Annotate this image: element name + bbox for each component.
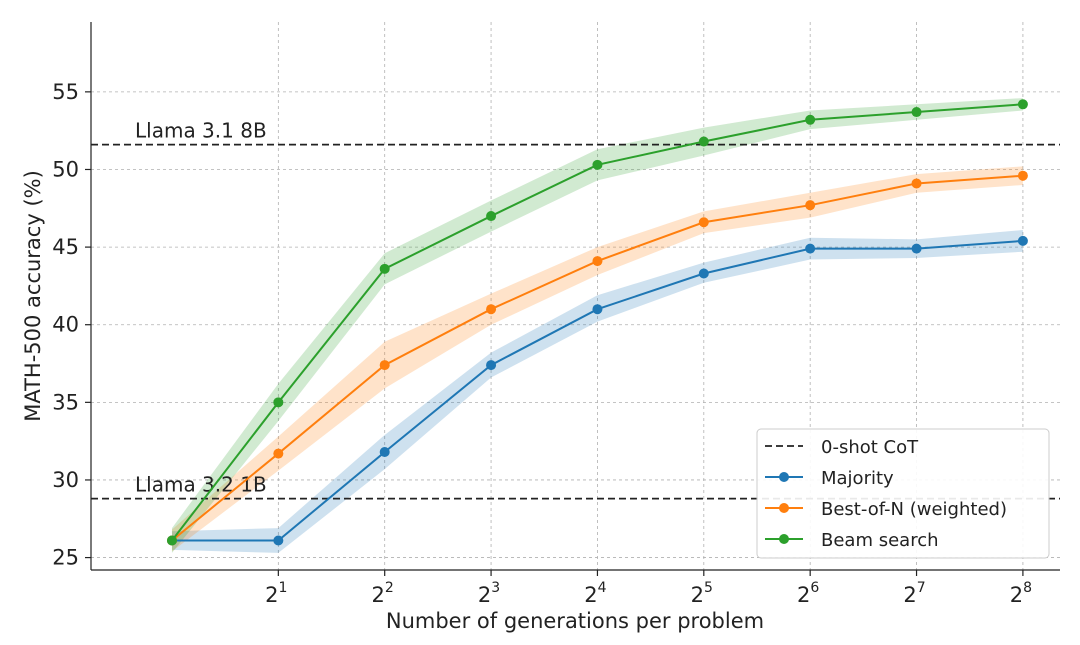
x-tick-label: 22 — [372, 580, 394, 607]
x-tick-base: 2 — [903, 583, 916, 607]
data-point-beam-search — [486, 211, 497, 222]
legend-label-beam-search: Beam search — [821, 530, 939, 551]
x-tick-exponent: 3 — [491, 580, 500, 596]
x-tick-exponent: 1 — [279, 580, 288, 596]
data-point-beam-search — [166, 535, 177, 546]
confidence-bands — [171, 98, 1023, 553]
x-tick-base: 2 — [1010, 583, 1023, 607]
legend-label-majority: Majority — [821, 468, 894, 489]
data-point-beam-search — [592, 159, 603, 170]
x-tick-exponent: 2 — [385, 580, 394, 596]
legend: 0-shot CoT Majority Best-of-N (weighted) Be… — [756, 428, 1050, 559]
x-tick-label: 28 — [1010, 580, 1032, 607]
legend-label-0-shot-cot: 0-shot CoT — [821, 437, 919, 458]
data-point-majority — [379, 447, 390, 458]
x-tick-base: 2 — [372, 583, 385, 607]
data-point-best-of-n-weighted — [273, 448, 284, 459]
x-tick-base: 2 — [478, 583, 491, 607]
data-point-best-of-n-weighted — [805, 200, 816, 211]
x-tick-label: 24 — [584, 580, 606, 607]
y-axis-title: MATH-500 accuracy (%) — [21, 170, 45, 422]
data-point-majority — [486, 360, 497, 371]
data-point-beam-search — [911, 107, 922, 118]
data-point-best-of-n-weighted — [911, 178, 922, 189]
data-point-best-of-n-weighted — [1017, 170, 1028, 181]
data-point-majority — [698, 268, 709, 279]
data-point-best-of-n-weighted — [379, 360, 390, 371]
series-lines — [166, 99, 1028, 546]
data-point-beam-search — [1017, 99, 1028, 110]
legend-box — [756, 428, 1050, 559]
band-beam-search — [171, 98, 1023, 553]
x-tick-exponent: 6 — [810, 580, 819, 596]
x-tick-base: 2 — [265, 583, 278, 607]
data-point-best-of-n-weighted — [486, 304, 497, 315]
x-tick-exponent: 5 — [704, 580, 713, 596]
y-tick-label: 50 — [52, 157, 79, 181]
axes — [90, 22, 1060, 571]
x-axis-title: Number of generations per problem — [386, 609, 764, 633]
x-tick-label: 25 — [691, 580, 713, 607]
data-point-majority — [1017, 235, 1028, 246]
legend-marker-beam-search — [779, 534, 789, 544]
reference-line-label: Llama 3.1 8B — [135, 119, 267, 143]
data-point-best-of-n-weighted — [698, 217, 709, 228]
y-tick-label: 25 — [52, 546, 79, 570]
x-tick-label: 23 — [478, 580, 500, 607]
x-tick-base: 2 — [797, 583, 810, 607]
legend-marker-best-of-n-weighted — [779, 503, 789, 513]
y-tick-label: 40 — [52, 313, 79, 337]
x-tick-base: 2 — [691, 583, 704, 607]
data-point-beam-search — [273, 397, 284, 408]
legend-marker-majority — [779, 472, 789, 482]
x-tick-label: 26 — [797, 580, 819, 607]
y-tick-label: 35 — [52, 390, 79, 414]
data-point-best-of-n-weighted — [592, 256, 603, 267]
y-tick-label: 55 — [52, 80, 79, 104]
x-tick-exponent: 7 — [917, 580, 926, 596]
data-point-majority — [911, 243, 922, 254]
x-tick-label: 27 — [903, 580, 925, 607]
x-tick-label: 21 — [265, 580, 287, 607]
reference-line-label: Llama 3.2 1B — [135, 473, 267, 497]
data-point-beam-search — [379, 263, 390, 274]
x-tick-base: 2 — [584, 583, 597, 607]
legend-label-best-of-n-weighted: Best-of-N (weighted) — [821, 499, 1007, 520]
x-tick-exponent: 4 — [598, 580, 607, 596]
data-point-beam-search — [805, 114, 816, 125]
x-ticks: 21 22 23 24 25 26 27 28 — [265, 570, 1032, 607]
y-tick-label: 45 — [52, 235, 79, 259]
data-point-majority — [592, 304, 603, 315]
x-tick-exponent: 8 — [1023, 580, 1032, 596]
data-point-majority — [273, 535, 284, 546]
y-ticks: 25 30 35 40 45 50 55 — [52, 80, 91, 570]
y-tick-label: 30 — [52, 468, 79, 492]
data-point-majority — [805, 243, 816, 254]
data-point-beam-search — [698, 136, 709, 147]
